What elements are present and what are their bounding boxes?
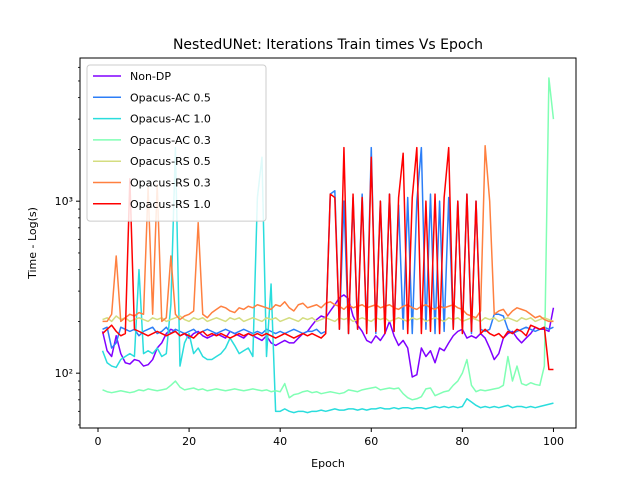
legend-label-5: Opacus-RS 0.3	[130, 177, 211, 190]
series-line-3	[102, 77, 555, 401]
legend-label-6: Opacus-RS 1.0	[130, 198, 211, 211]
x-axis-ticks: 0 20 40 60 80 100	[94, 428, 564, 448]
y-tick-label-0: 10²	[55, 367, 73, 380]
legend-box	[86, 64, 267, 222]
y-tick-label-1: 10³	[55, 195, 73, 208]
legend-label-4: Opacus-RS 0.5	[130, 155, 211, 168]
series-layer	[101, 77, 555, 414]
series-line-5	[102, 145, 554, 323]
x-axis-label: Epoch	[311, 457, 345, 470]
legend-label-3: Opacus-AC 0.3	[130, 134, 211, 147]
x-tick-label-3: 60	[364, 435, 378, 448]
legend-label-2: Opacus-AC 1.0	[130, 113, 211, 126]
x-tick-label-2: 40	[273, 435, 287, 448]
plot-frame	[79, 57, 577, 429]
y-axis-label: Time - Log(s)	[26, 207, 39, 280]
legend-label-1: Opacus-AC 0.5	[130, 91, 211, 104]
x-tick-label-1: 20	[182, 435, 196, 448]
x-tick-label-4: 80	[455, 435, 469, 448]
x-tick-label-0: 0	[94, 435, 101, 448]
chart-title: NestedUNet: Iterations Train times Vs Ep…	[173, 37, 483, 53]
x-tick-label-5: 100	[543, 435, 564, 448]
legend: Non-DP Opacus-AC 0.5 Opacus-AC 1.0 Opacus-A…	[86, 64, 267, 222]
series-line-2	[101, 146, 554, 414]
legend-label-0: Non-DP	[130, 70, 171, 83]
series-line-6	[102, 146, 554, 371]
